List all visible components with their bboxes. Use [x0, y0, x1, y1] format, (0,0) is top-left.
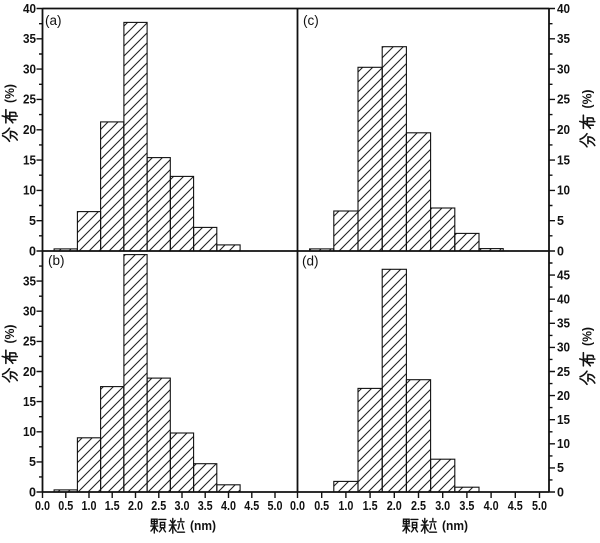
svg-text:(%): (%) [581, 90, 595, 109]
svg-text:0.0: 0.0 [290, 499, 305, 513]
svg-text:3.5: 3.5 [459, 499, 474, 513]
svg-text:20: 20 [557, 389, 570, 403]
svg-text:5: 5 [29, 214, 36, 228]
svg-text:(nm): (nm) [190, 519, 216, 533]
svg-text:0.5: 0.5 [314, 499, 329, 513]
svg-text:5: 5 [557, 214, 564, 228]
svg-text:0: 0 [557, 244, 564, 258]
svg-text:40: 40 [23, 2, 36, 16]
svg-text:4.0: 4.0 [221, 499, 236, 513]
svg-text:15: 15 [23, 153, 36, 167]
svg-text:0: 0 [29, 244, 36, 258]
svg-text:25: 25 [23, 93, 36, 107]
svg-text:(a): (a) [45, 13, 62, 28]
svg-text:45: 45 [557, 268, 570, 282]
svg-text:1.5: 1.5 [105, 499, 120, 513]
svg-text:10: 10 [23, 425, 36, 439]
svg-text:10: 10 [23, 184, 36, 198]
svg-text:(%): (%) [3, 325, 17, 344]
svg-text:40: 40 [557, 293, 570, 307]
svg-text:(d): (d) [302, 254, 319, 269]
svg-text:30: 30 [23, 305, 36, 319]
svg-text:10: 10 [557, 184, 570, 198]
svg-text:20: 20 [23, 123, 36, 137]
svg-text:15: 15 [557, 153, 570, 167]
svg-text:3.0: 3.0 [435, 499, 450, 513]
svg-text:(b): (b) [48, 253, 65, 268]
svg-text:30: 30 [557, 341, 570, 355]
svg-text:3.0: 3.0 [175, 499, 190, 513]
svg-text:(c): (c) [303, 13, 319, 28]
svg-text:35: 35 [23, 32, 36, 46]
svg-text:4.5: 4.5 [244, 499, 259, 513]
svg-text:2.5: 2.5 [151, 499, 166, 513]
svg-text:30: 30 [557, 62, 570, 76]
svg-text:1.0: 1.0 [82, 499, 97, 513]
svg-text:5: 5 [29, 455, 36, 469]
svg-text:0.5: 0.5 [58, 499, 73, 513]
svg-text:25: 25 [23, 335, 36, 349]
svg-text:25: 25 [557, 93, 570, 107]
svg-text:15: 15 [557, 413, 570, 427]
svg-text:3.5: 3.5 [198, 499, 213, 513]
svg-text:1.5: 1.5 [363, 499, 378, 513]
svg-text:30: 30 [23, 62, 36, 76]
svg-text:1.0: 1.0 [338, 499, 353, 513]
svg-text:2.0: 2.0 [387, 499, 402, 513]
svg-text:20: 20 [557, 123, 570, 137]
svg-text:5: 5 [557, 461, 564, 475]
svg-text:20: 20 [23, 365, 36, 379]
svg-text:15: 15 [23, 395, 36, 409]
svg-text:35: 35 [23, 274, 36, 288]
svg-text:35: 35 [557, 317, 570, 331]
svg-text:0.0: 0.0 [35, 499, 50, 513]
svg-text:40: 40 [557, 2, 570, 16]
svg-text:2.5: 2.5 [411, 499, 426, 513]
svg-text:2.0: 2.0 [128, 499, 143, 513]
svg-text:4.0: 4.0 [484, 499, 499, 513]
svg-text:4.5: 4.5 [508, 499, 523, 513]
svg-text:5.0: 5.0 [268, 499, 283, 513]
svg-text:5.0: 5.0 [532, 499, 547, 513]
svg-text:0: 0 [557, 485, 564, 499]
svg-text:(%): (%) [3, 84, 17, 103]
svg-text:0: 0 [29, 485, 36, 499]
svg-text:(%): (%) [581, 327, 595, 346]
svg-text:35: 35 [557, 32, 570, 46]
svg-text:25: 25 [557, 365, 570, 379]
svg-text:(nm): (nm) [442, 519, 468, 533]
svg-text:10: 10 [557, 437, 570, 451]
